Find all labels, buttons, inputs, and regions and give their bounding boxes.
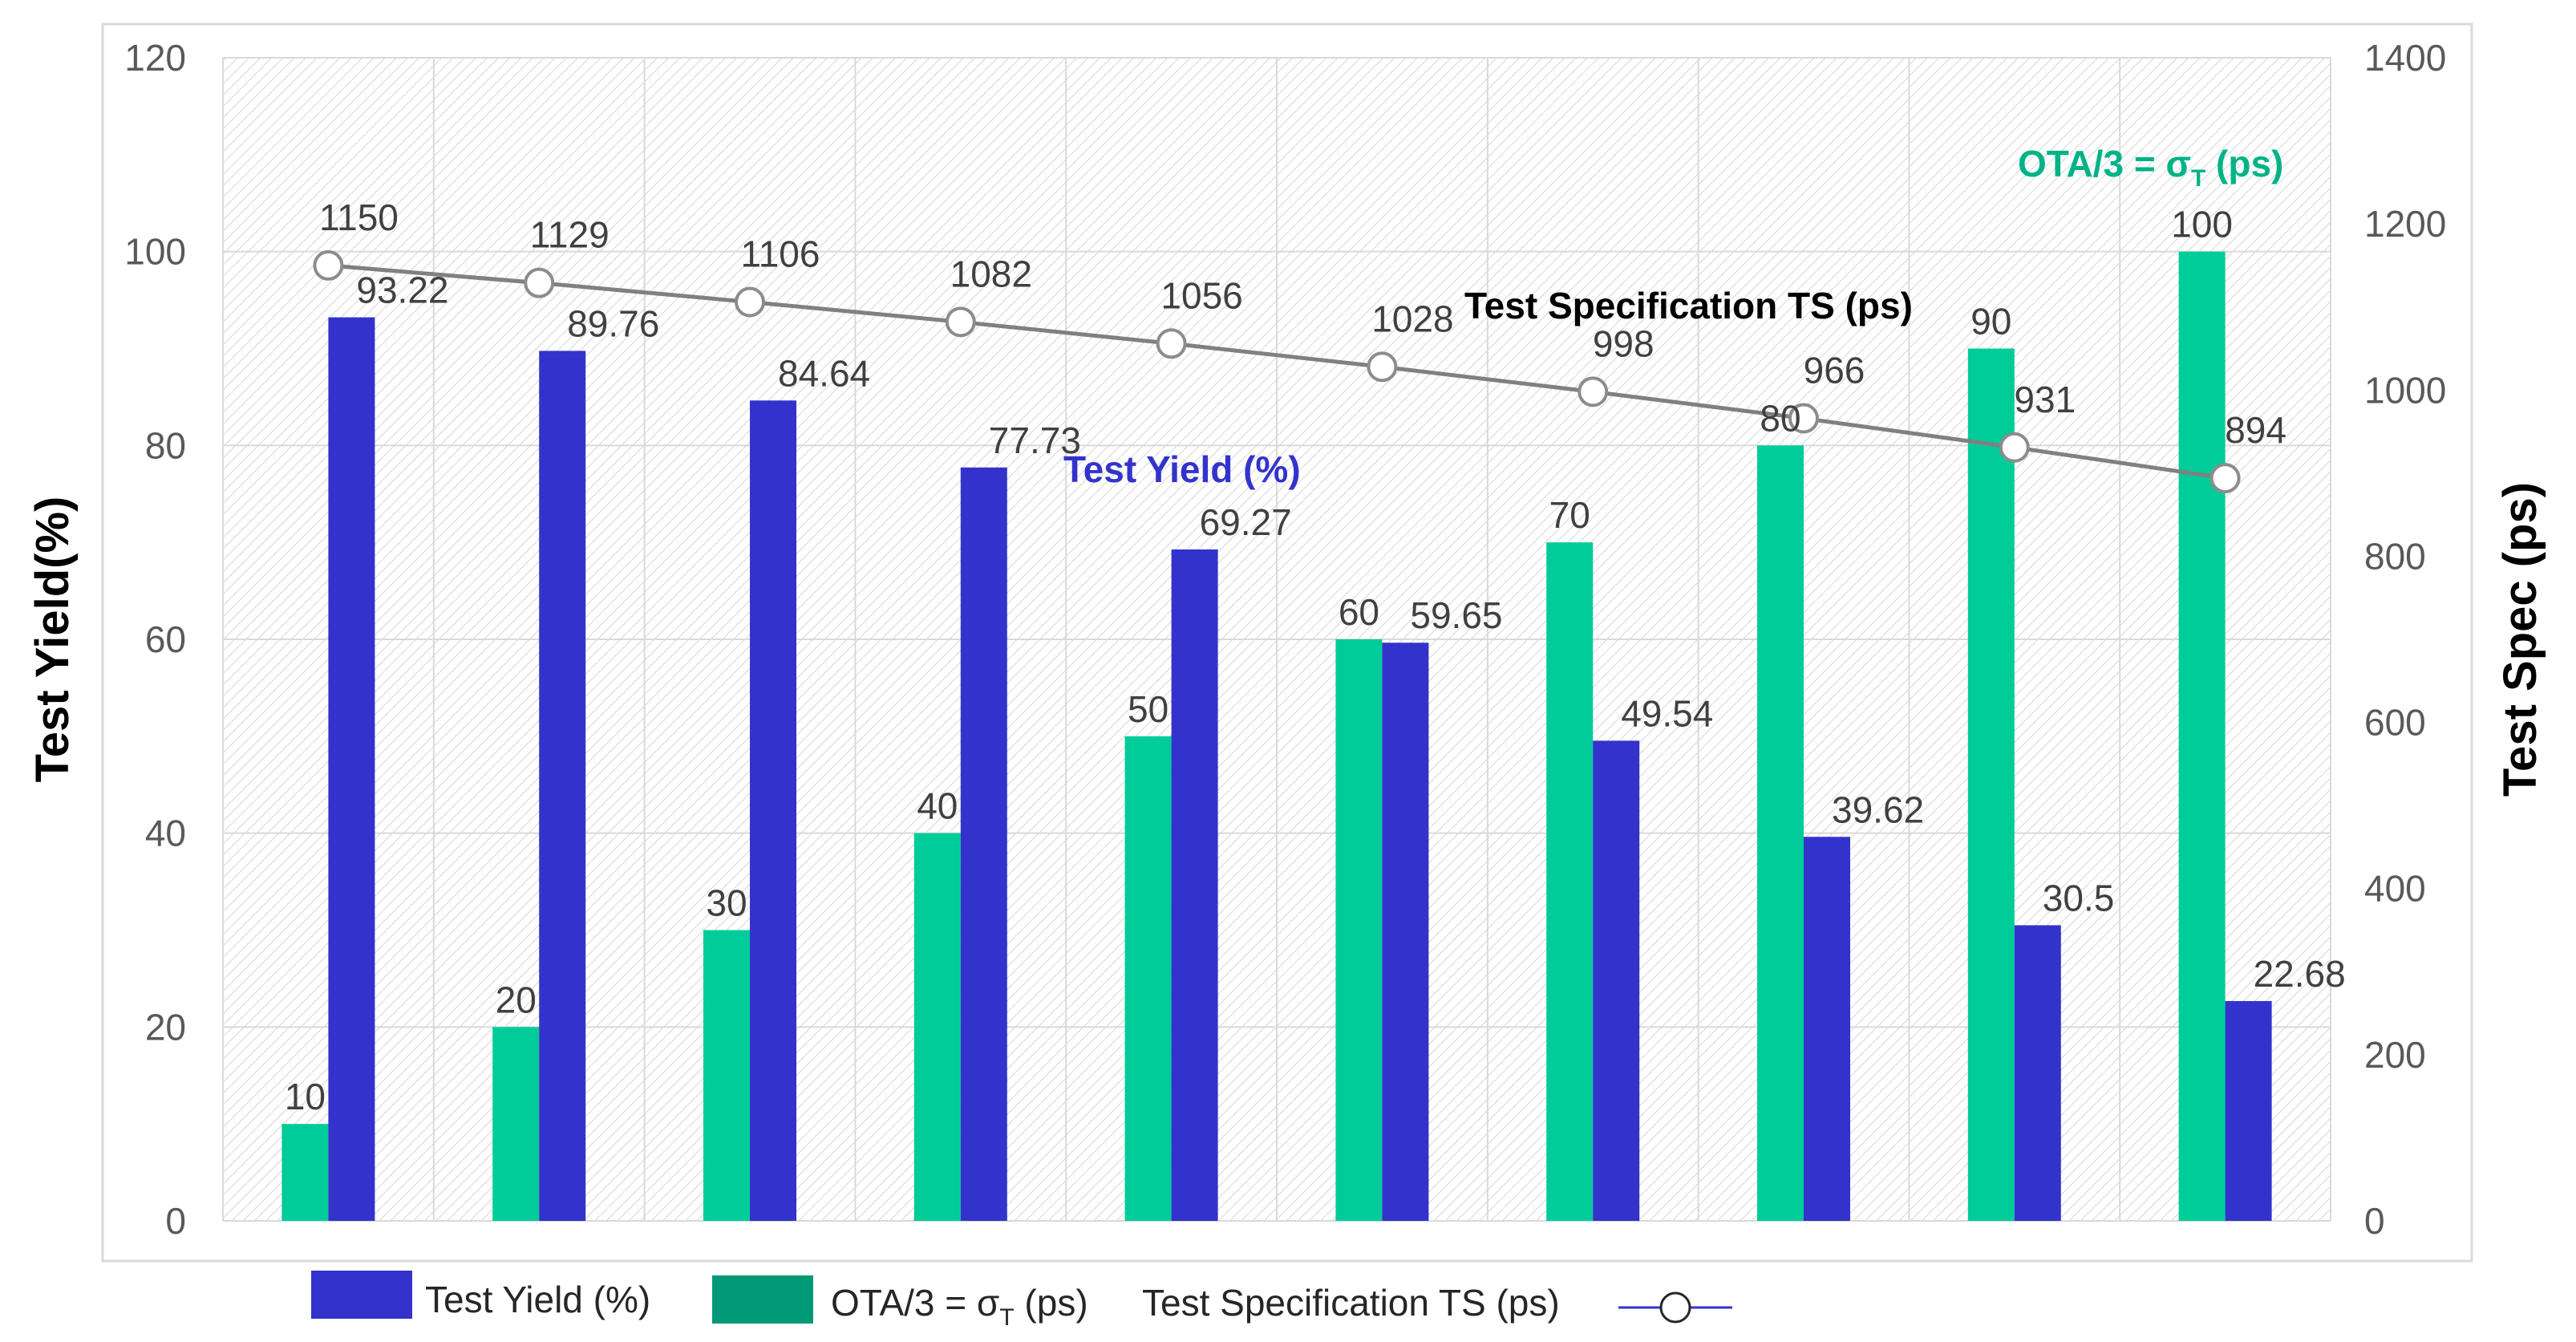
label-yield-2: 89.76	[567, 302, 659, 344]
label-spec-4: 1082	[950, 253, 1032, 294]
y-tick-label-0: 0	[165, 1200, 186, 1242]
spec-line	[313, 249, 2241, 494]
spec-point-2	[524, 267, 555, 298]
bar-yield-6	[1382, 643, 1429, 1221]
y-axis-title: Test Yield(%)	[26, 497, 79, 783]
label-ota-7: 70	[1549, 494, 1590, 536]
spec-point-5	[1156, 328, 1187, 359]
label-yield-6: 59.65	[1410, 594, 1502, 636]
label-yield-8: 39.62	[1832, 789, 1924, 830]
bar-ota-8	[1757, 445, 1804, 1221]
y-tick-label-4: 80	[145, 424, 186, 466]
y-axis-ticks: 0 20 40 60 80 100 120	[124, 37, 186, 1242]
label-spec-7: 998	[1593, 322, 1655, 364]
spec-point-3	[735, 286, 765, 318]
label-ota-3: 30	[706, 882, 747, 924]
legend-label-yield: Test Yield (%)	[425, 1279, 650, 1320]
bar-ota-7	[1546, 542, 1594, 1221]
bar-yield-1	[328, 317, 375, 1221]
label-ota-4: 40	[917, 785, 958, 827]
label-yield-7: 49.54	[1621, 692, 1713, 734]
label-ota-10: 100	[2171, 204, 2233, 245]
bar-ota-3	[703, 930, 750, 1221]
label-spec-5: 1056	[1160, 274, 1242, 316]
spec-point-4	[945, 306, 976, 338]
spec-point-1	[313, 249, 344, 281]
bar-yield-3	[750, 400, 796, 1221]
legend-label-ts: Test Specification TS (ps)	[1142, 1282, 1560, 1324]
label-ota-8: 80	[1760, 397, 1800, 439]
bar-ota-2	[492, 1027, 540, 1221]
label-yield-10: 22.68	[2254, 953, 2346, 995]
bar-ota-5	[1124, 736, 1172, 1221]
bar-ota-10	[2178, 251, 2226, 1222]
spec-point-7	[1578, 376, 1609, 407]
y-tick-label-5: 100	[124, 231, 186, 273]
y2-tick-label-3: 600	[2364, 702, 2426, 744]
legend-marker-ts	[1659, 1291, 1691, 1324]
y2-tick-label-2: 400	[2364, 868, 2426, 910]
y2-tick-label-4: 800	[2364, 535, 2426, 577]
label-yield-4: 77.73	[989, 420, 1081, 461]
label-yield-3: 84.64	[778, 352, 870, 394]
label-spec-2: 1129	[530, 214, 610, 256]
annotation-ota: OTA/3 = σT (ps)	[2018, 143, 2283, 192]
label-spec-3: 1106	[741, 233, 820, 275]
bar-ota-4	[913, 833, 961, 1221]
y2-tick-label-6: 1200	[2364, 203, 2446, 245]
label-ota-1: 10	[285, 1076, 326, 1117]
bar-ota-1	[281, 1124, 329, 1221]
spec-line-path	[328, 263, 2226, 480]
legend: Test Yield (%) OTA/3 = σT (ps) Test Spec…	[311, 1271, 1732, 1331]
y2-tick-label-5: 1000	[2364, 369, 2446, 411]
bars	[281, 251, 2272, 1222]
label-spec-1: 1150	[319, 197, 399, 238]
label-ota-6: 60	[1339, 591, 1379, 633]
legend-swatch-ota	[712, 1275, 813, 1324]
bar-ota-6	[1335, 639, 1383, 1221]
label-yield-5: 69.27	[1200, 501, 1292, 543]
legend-swatch-yield	[311, 1271, 412, 1319]
y-tick-label-2: 40	[145, 813, 186, 854]
bar-yield-8	[1804, 837, 1850, 1221]
y2-tick-label-7: 1400	[2364, 37, 2446, 79]
bar-ota-9	[1967, 348, 2015, 1221]
y-tick-label-1: 20	[145, 1006, 186, 1048]
data-labels: 10 93.22 20 89.76 30 84.64 40 77.73 50 69.27 60 59.…	[285, 197, 2346, 1117]
label-spec-6: 1028	[1371, 298, 1453, 339]
bar-yield-5	[1171, 549, 1218, 1221]
spec-point-9	[1999, 432, 2030, 463]
label-spec-8: 966	[1804, 350, 1865, 391]
label-yield-1: 93.22	[356, 270, 448, 311]
legend-label-ota: OTA/3 = σT (ps)	[831, 1282, 1088, 1331]
bar-yield-10	[2225, 1000, 2272, 1221]
y2-axis-title: Test Spec (ps)	[2494, 482, 2546, 797]
bar-yield-9	[2014, 925, 2061, 1221]
spec-point-8	[1788, 403, 1819, 434]
y-tick-label-6: 120	[124, 37, 186, 79]
label-spec-9: 931	[2014, 379, 2076, 420]
y2-axis-ticks: 0 200 400 600 800 1000 1200 1400	[2364, 37, 2446, 1242]
label-yield-9: 30.5	[2043, 877, 2115, 918]
y2-tick-label-0: 0	[2364, 1200, 2385, 1242]
label-ota-5: 50	[1128, 688, 1169, 730]
annotation-test-spec: Test Specification TS (ps)	[1464, 285, 1913, 326]
bar-yield-4	[960, 467, 1007, 1221]
y-tick-label-3: 60	[145, 618, 186, 660]
label-spec-10: 894	[2225, 409, 2286, 451]
y2-tick-label-1: 200	[2364, 1034, 2426, 1076]
bar-yield-2	[539, 351, 586, 1221]
bar-yield-7	[1593, 740, 1640, 1221]
label-ota-9: 90	[1970, 301, 2011, 343]
annotation-test-yield: Test Yield (%)	[1063, 448, 1301, 490]
label-ota-2: 20	[496, 979, 537, 1020]
spec-point-10	[2209, 463, 2241, 494]
spec-point-6	[1367, 351, 1398, 383]
